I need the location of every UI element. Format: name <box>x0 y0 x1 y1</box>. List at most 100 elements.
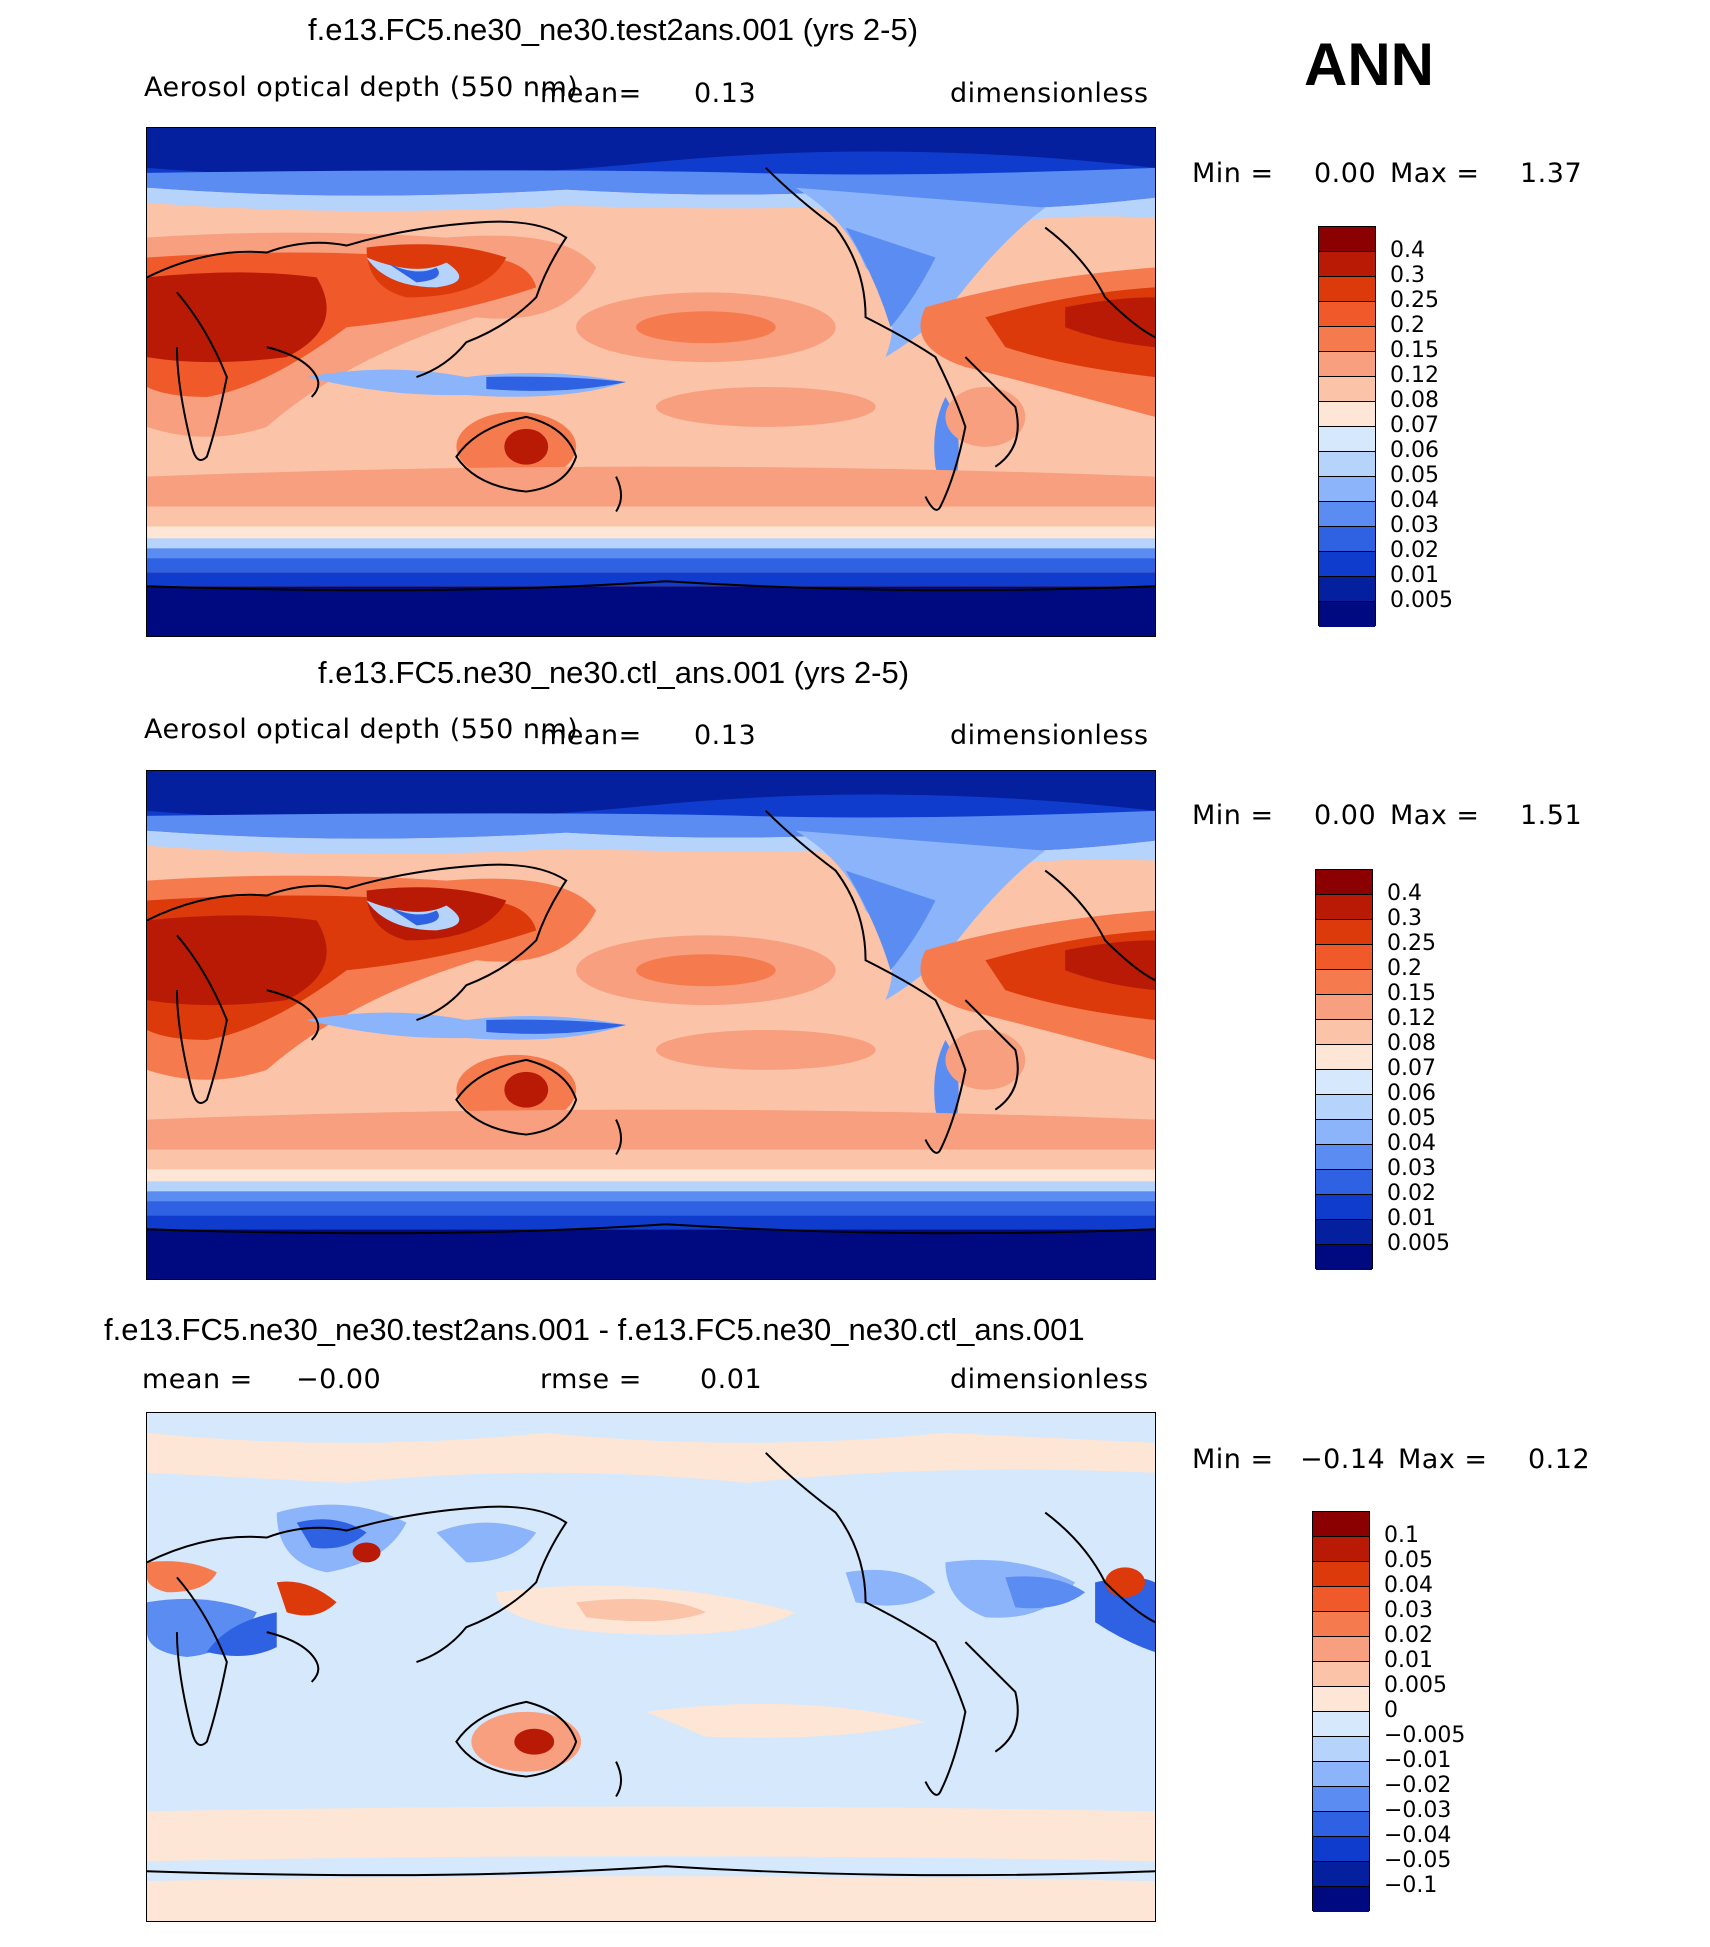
colorbar-label: 0.01 <box>1390 563 1439 588</box>
colorbar-box <box>1316 970 1372 995</box>
colorbar-box <box>1313 1587 1369 1612</box>
colorbar-box <box>1316 1145 1372 1170</box>
panel2-units: dimensionless <box>950 720 1149 751</box>
colorbar-label: 0.06 <box>1387 1081 1436 1106</box>
panel2-variable: Aerosol optical depth (550 nm) <box>144 714 579 745</box>
panel3-units: dimensionless <box>950 1364 1149 1395</box>
panel2-mean-value: 0.13 <box>694 720 757 751</box>
colorbar-box <box>1319 402 1375 427</box>
colorbar-label: 0.15 <box>1387 981 1436 1006</box>
colorbar-label: 0.08 <box>1387 1031 1436 1056</box>
panel3-title: f.e13.FC5.ne30_ne30.test2ans.001 - f.e13… <box>104 1312 1085 1347</box>
colorbar-box <box>1313 1637 1369 1662</box>
colorbar-label: −0.01 <box>1384 1748 1452 1773</box>
colorbar-label: 0.01 <box>1384 1648 1433 1673</box>
colorbar-label: −0.04 <box>1384 1823 1452 1848</box>
panel2-mean-label: mean= <box>540 720 642 751</box>
colorbar-box <box>1316 995 1372 1020</box>
panel3-colorbar <box>1312 1511 1370 1912</box>
colorbar-box <box>1316 1170 1372 1195</box>
colorbar-label: 0.02 <box>1384 1623 1433 1648</box>
colorbar-label: 0.07 <box>1390 413 1439 438</box>
colorbar-box <box>1313 1837 1369 1862</box>
panel1-min-value: 0.00 <box>1314 158 1377 189</box>
colorbar-label: −0.03 <box>1384 1798 1452 1823</box>
colorbar-label: 0.2 <box>1390 313 1425 338</box>
colorbar-label: −0.1 <box>1384 1873 1438 1898</box>
colorbar-box <box>1316 1220 1372 1245</box>
colorbar-box <box>1316 945 1372 970</box>
panel1-map <box>146 127 1156 637</box>
panel1-mean-label: mean= <box>540 78 642 109</box>
colorbar-label: 0.03 <box>1387 1156 1436 1181</box>
colorbar-box <box>1319 602 1375 627</box>
colorbar-box <box>1316 1195 1372 1220</box>
colorbar-label: 0.3 <box>1387 906 1422 931</box>
colorbar-box <box>1313 1687 1369 1712</box>
panel1-field <box>147 128 1155 636</box>
colorbar-box <box>1316 1095 1372 1120</box>
colorbar-box <box>1313 1662 1369 1687</box>
panel2-min-value: 0.00 <box>1314 800 1377 831</box>
colorbar-box <box>1313 1562 1369 1587</box>
colorbar-box <box>1319 277 1375 302</box>
colorbar-box <box>1319 452 1375 477</box>
colorbar-label: 0.005 <box>1387 1231 1450 1256</box>
colorbar-label: 0.05 <box>1384 1548 1433 1573</box>
colorbar-box <box>1319 502 1375 527</box>
colorbar-box <box>1313 1762 1369 1787</box>
colorbar-box <box>1316 895 1372 920</box>
colorbar-box <box>1316 870 1372 895</box>
panel1-max-label: Max = <box>1390 158 1480 189</box>
colorbar-label: 0.005 <box>1390 588 1453 613</box>
colorbar-box <box>1319 552 1375 577</box>
colorbar-label: 0.05 <box>1387 1106 1436 1131</box>
colorbar-label: 0.2 <box>1387 956 1422 981</box>
colorbar-label: 0.04 <box>1384 1573 1433 1598</box>
colorbar-label: 0.07 <box>1387 1056 1436 1081</box>
colorbar-label: 0.4 <box>1387 881 1422 906</box>
colorbar-label: 0.4 <box>1390 238 1425 263</box>
colorbar-label: 0.1 <box>1384 1523 1419 1548</box>
panel1-min-label: Min = <box>1192 158 1274 189</box>
colorbar-label: 0.03 <box>1384 1598 1433 1623</box>
colorbar-box <box>1313 1537 1369 1562</box>
colorbar-label: 0.02 <box>1390 538 1439 563</box>
colorbar-box <box>1316 1070 1372 1095</box>
colorbar-label: 0.12 <box>1387 1006 1436 1031</box>
colorbar-label: 0 <box>1384 1698 1398 1723</box>
colorbar-label: 0.03 <box>1390 513 1439 538</box>
colorbar-box <box>1319 377 1375 402</box>
panel3-rmse-label: rmse = <box>540 1364 642 1395</box>
panel1-title: f.e13.FC5.ne30_ne30.test2ans.001 (yrs 2-… <box>308 12 919 47</box>
colorbar-label: 0.04 <box>1390 488 1439 513</box>
colorbar-label: 0.005 <box>1384 1673 1447 1698</box>
colorbar-label: 0.25 <box>1387 931 1436 956</box>
panel2-colorbar <box>1315 869 1373 1270</box>
panel3-min-label: Min = <box>1192 1444 1274 1475</box>
panel2-max-label: Max = <box>1390 800 1480 831</box>
colorbar-label: −0.005 <box>1384 1723 1466 1748</box>
colorbar-label: 0.15 <box>1390 338 1439 363</box>
colorbar-box <box>1319 527 1375 552</box>
colorbar-label: 0.08 <box>1390 388 1439 413</box>
colorbar-box <box>1313 1737 1369 1762</box>
colorbar-label: −0.02 <box>1384 1773 1452 1798</box>
panel3-map <box>146 1412 1156 1922</box>
colorbar-label: 0.12 <box>1390 363 1439 388</box>
panel1-colorbar <box>1318 226 1376 627</box>
panel3-mean-label: mean = <box>142 1364 253 1395</box>
colorbar-label: 0.02 <box>1387 1181 1436 1206</box>
colorbar-box <box>1316 1120 1372 1145</box>
colorbar-label: 0.06 <box>1390 438 1439 463</box>
season-label: ANN <box>1304 31 1434 98</box>
colorbar-box <box>1319 227 1375 252</box>
colorbar-box <box>1319 302 1375 327</box>
panel3-max-value: 0.12 <box>1528 1444 1591 1475</box>
colorbar-box <box>1313 1612 1369 1637</box>
colorbar-box <box>1316 920 1372 945</box>
colorbar-box <box>1319 577 1375 602</box>
panel3-max-label: Max = <box>1398 1444 1488 1475</box>
panel2-title: f.e13.FC5.ne30_ne30.ctl_ans.001 (yrs 2-5… <box>318 655 910 690</box>
colorbar-box <box>1313 1512 1369 1537</box>
